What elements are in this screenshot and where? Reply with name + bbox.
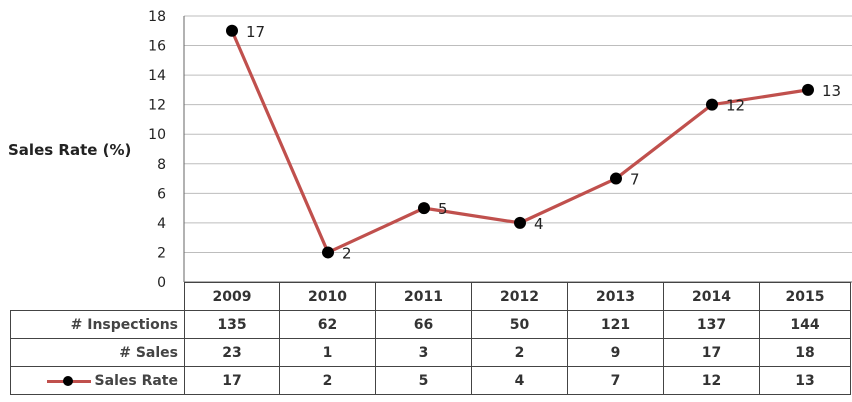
table-row: # Inspections 135 62 66 50 121 137 144 — [10, 310, 851, 339]
table-cell: 66 — [375, 310, 472, 339]
table-header-row: 2009 2010 2011 2012 2013 2014 2015 — [10, 282, 851, 311]
table-cell: 12 — [663, 366, 760, 395]
data-point — [610, 172, 622, 185]
y-tick-label: 2 — [157, 245, 166, 261]
y-tick-label: 14 — [148, 68, 166, 84]
data-table: 2009 2010 2011 2012 2013 2014 2015 # Ins… — [10, 282, 851, 395]
data-point — [802, 83, 814, 96]
table-cell: 62 — [279, 310, 376, 339]
data-point — [418, 202, 430, 215]
y-tick-label: 10 — [148, 127, 166, 143]
data-point — [514, 216, 526, 229]
data-point — [322, 246, 334, 259]
table-cell: 13 — [759, 366, 851, 395]
table-corner — [10, 282, 185, 311]
column-header: 2014 — [663, 282, 760, 311]
table-cell: 17 — [663, 338, 760, 367]
y-tick-label: 8 — [157, 157, 166, 173]
column-header: 2010 — [279, 282, 376, 311]
table-cell: 137 — [663, 310, 760, 339]
column-header: 2015 — [759, 282, 851, 311]
y-tick-label: 4 — [157, 216, 166, 232]
table-cell: 5 — [375, 366, 472, 395]
data-label: 13 — [822, 82, 841, 100]
table-cell: 7 — [567, 366, 664, 395]
table-cell: 135 — [184, 310, 280, 339]
column-header: 2011 — [375, 282, 472, 311]
y-axis-title: Sales Rate (%) — [8, 141, 132, 159]
table-cell: 18 — [759, 338, 851, 367]
table-row: Sales Rate 17 2 5 4 7 12 13 — [10, 366, 851, 395]
column-header: 2012 — [471, 282, 568, 311]
table-row: # Sales 23 1 3 2 9 17 18 — [10, 338, 851, 367]
data-label: 12 — [726, 97, 745, 115]
table-cell: 17 — [184, 366, 280, 395]
table-cell: 9 — [567, 338, 664, 367]
table-cell: 4 — [471, 366, 568, 395]
row-header-sales: # Sales — [10, 338, 185, 367]
table-cell: 1 — [279, 338, 376, 367]
table-cell: 2 — [471, 338, 568, 367]
data-label: 2 — [342, 244, 352, 262]
row-header-sales-rate: Sales Rate — [10, 366, 185, 395]
data-point — [226, 24, 238, 37]
data-label: 5 — [438, 200, 448, 218]
y-tick-label: 18 — [148, 9, 166, 25]
data-label: 17 — [246, 23, 265, 41]
data-label: 7 — [630, 171, 640, 189]
table-cell: 121 — [567, 310, 664, 339]
table-cell: 3 — [375, 338, 472, 367]
y-tick-label: 12 — [148, 98, 166, 114]
legend-label: Sales Rate — [94, 372, 178, 389]
row-header-inspections: # Inspections — [10, 310, 185, 339]
table-cell: 144 — [759, 310, 851, 339]
table-cell: 2 — [279, 366, 376, 395]
table-cell: 23 — [184, 338, 280, 367]
data-label: 4 — [534, 215, 544, 233]
column-header: 2013 — [567, 282, 664, 311]
column-header: 2009 — [184, 282, 280, 311]
y-tick-label: 6 — [157, 186, 166, 202]
legend-key-icon — [46, 375, 91, 387]
y-tick-label: 16 — [148, 39, 166, 55]
data-point — [706, 98, 718, 111]
table-cell: 50 — [471, 310, 568, 339]
